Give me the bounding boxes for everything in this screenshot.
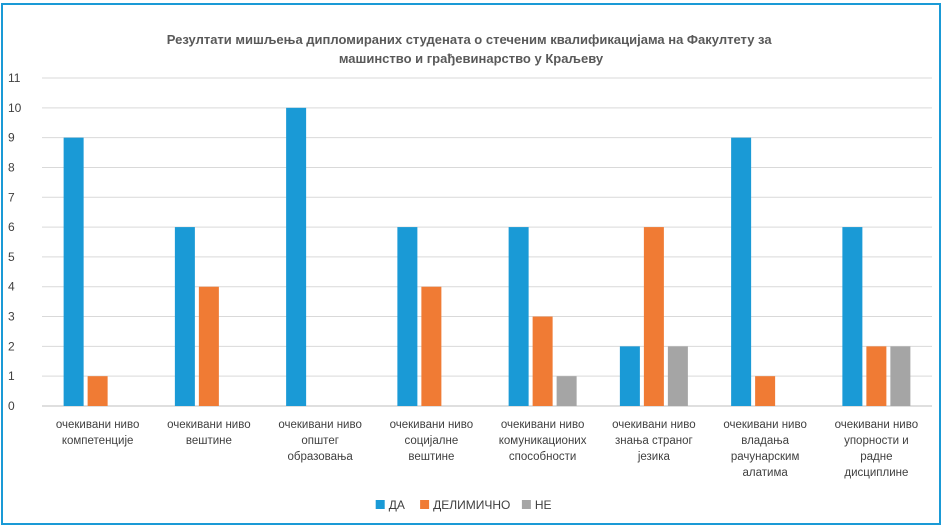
bar-delimicno <box>198 286 219 406</box>
x-tick-label-line: рачунарским <box>731 451 800 463</box>
bar-delimicno <box>755 376 776 406</box>
x-tick-label-line: образовања <box>287 451 353 463</box>
bar-da <box>731 137 752 407</box>
x-tick-label-line: очекивани ниво <box>278 419 361 431</box>
bar-da <box>63 137 84 407</box>
x-tick-label-line: владања <box>741 435 789 447</box>
x-tick-label-line: радне <box>860 451 892 463</box>
x-tick-label-line: дисциплине <box>844 467 908 479</box>
y-tick-label: 6 <box>8 220 15 234</box>
bar-ne <box>890 346 911 406</box>
y-tick-label: 4 <box>8 280 15 294</box>
x-tick-label: очекивани ниво компетенције <box>56 419 139 447</box>
bar-da <box>286 107 307 407</box>
bar-delimicno <box>421 286 442 406</box>
bar-da <box>619 346 640 406</box>
x-tick-label: очекивани ниво владања рачунарским алатима <box>723 419 806 479</box>
x-tick-label-line: компетенције <box>62 435 134 447</box>
x-tick-label-line: очекивани ниво <box>390 419 473 431</box>
legend-label: НЕ <box>535 498 552 512</box>
x-tick-label-line: очекивани ниво <box>723 419 806 431</box>
bar-delimicno <box>532 316 553 406</box>
x-tick-label-line: очекивани ниво <box>835 419 918 431</box>
chart-title-line-1: Резултати мишљења дипломираних студената… <box>167 32 773 47</box>
x-tick-label: очекивани ниво комуникационих способности <box>499 419 587 463</box>
bar-ne <box>667 346 688 406</box>
x-tick-label-line: комуникационих <box>499 435 587 447</box>
x-tick-label-line: вештине <box>186 435 232 447</box>
legend-swatch <box>375 500 385 509</box>
x-tick-label-line: социјалне <box>405 435 459 447</box>
x-tick-label: очекивани ниво општег образовања <box>278 419 361 463</box>
bar-delimicno <box>87 376 108 406</box>
y-tick-label: 3 <box>8 310 15 324</box>
y-tick-label: 2 <box>8 339 15 353</box>
bar-da <box>174 227 195 406</box>
legend-swatch <box>420 500 430 509</box>
y-tick-label: 11 <box>8 71 21 85</box>
bar-da <box>842 227 863 406</box>
y-tick-label: 0 <box>8 399 15 413</box>
bar-da <box>508 227 529 406</box>
legend: ДА ДЕЛИМИЧНО НЕ <box>375 498 552 512</box>
bar-delimicno <box>643 227 664 406</box>
bar-delimicno <box>866 346 887 406</box>
y-axis: 0 1 2 3 4 5 6 7 8 9 10 11 <box>8 71 22 413</box>
x-tick-label: очекивани ниво вештине <box>167 419 250 447</box>
legend-label: ДА <box>389 498 405 512</box>
x-tick-label-line: очекивани ниво <box>501 419 584 431</box>
bar-ne <box>556 376 577 406</box>
x-tick-label: очекивани ниво упорности и радне дисциплине <box>835 419 918 479</box>
x-tick-label: очекивани ниво знања страног језика <box>612 419 695 463</box>
y-tick-label: 7 <box>8 190 15 204</box>
bars <box>63 107 911 407</box>
x-tick-label-line: језика <box>637 451 671 463</box>
chart-title-line-2: машинство и грађевинарство у Краљеву <box>339 51 604 66</box>
x-tick-label-line: способности <box>509 451 576 463</box>
x-tick-label-line: упорности и <box>844 435 909 447</box>
chart-title: Резултати мишљења дипломираних студената… <box>167 32 775 66</box>
x-tick-label-line: вештине <box>408 451 454 463</box>
x-tick-label-line: очекивани ниво <box>167 419 250 431</box>
y-tick-label: 10 <box>8 101 22 115</box>
x-tick-label: очекивани ниво социјалне вештине <box>390 419 473 463</box>
x-tick-label-line: знања страног <box>615 435 693 447</box>
y-tick-label: 9 <box>8 131 15 145</box>
y-tick-label: 1 <box>8 369 15 383</box>
legend-label: ДЕЛИМИЧНО <box>433 498 510 512</box>
chart-border <box>1 3 941 525</box>
bar-da <box>397 227 418 406</box>
legend-swatch <box>521 500 531 509</box>
x-tick-label-line: алатима <box>743 467 789 479</box>
x-tick-label-line: очекивани ниво <box>612 419 695 431</box>
y-tick-label: 8 <box>8 160 15 174</box>
x-tick-label-line: очекивани ниво <box>56 419 139 431</box>
y-tick-label: 5 <box>8 250 15 264</box>
x-tick-label-line: општег <box>301 435 339 447</box>
